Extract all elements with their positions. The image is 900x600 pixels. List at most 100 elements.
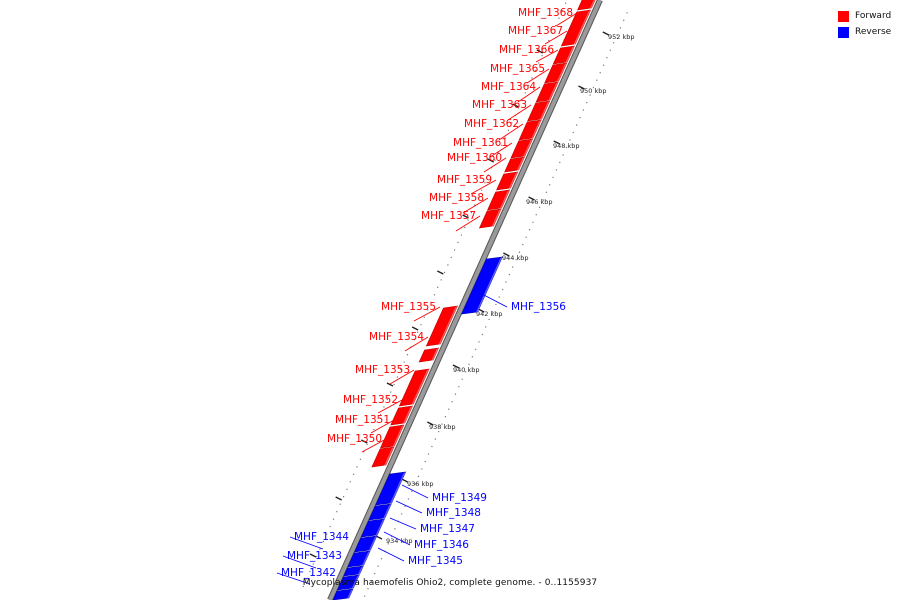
scale-tick-label: 940 kbp xyxy=(453,366,480,374)
scale-tick xyxy=(528,196,535,201)
gene-label-mhf-1366[interactable]: MHF_1366 xyxy=(499,44,554,56)
gene-label-mhf-1359[interactable]: MHF_1359 xyxy=(437,174,492,186)
gene-feature-mhf-1360[interactable] xyxy=(504,156,526,173)
gene-feature-highlight xyxy=(548,82,559,101)
gene-feature-highlight xyxy=(402,406,413,424)
scale-tick xyxy=(375,535,383,540)
label-leader-line xyxy=(395,500,423,514)
scale-tick xyxy=(553,140,561,145)
gene-feature-highlight xyxy=(565,46,575,63)
scale-tick-label: 950 kbp xyxy=(580,87,607,95)
gene-feature-mhf-1365[interactable] xyxy=(544,62,568,84)
label-leader-line xyxy=(498,123,524,141)
gene-label-mhf-1358[interactable]: MHF_1358 xyxy=(429,192,484,204)
gene-label-mhf-1343[interactable]: MHF_1343 xyxy=(287,550,342,562)
label-leader-line xyxy=(517,86,541,103)
gene-feature-mhf-1345[interactable] xyxy=(347,550,371,568)
label-leader-line xyxy=(526,68,550,84)
gene-feature-mhf-1357[interactable] xyxy=(478,208,502,229)
gene-feature-mhf-1342[interactable] xyxy=(332,588,354,600)
gene-feature-mhf-1354[interactable] xyxy=(418,347,440,363)
gene-feature-mhf-1355[interactable] xyxy=(425,305,458,347)
reverse-swatch xyxy=(838,26,849,38)
label-leader-line xyxy=(361,438,387,453)
gene-label-mhf-1347[interactable]: MHF_1347 xyxy=(420,523,475,535)
gene-feature-mhf-1366[interactable] xyxy=(552,45,575,65)
gene-feature-mhf-1358[interactable] xyxy=(487,189,511,211)
scale-tick-label: 944 kbp xyxy=(502,254,529,262)
gene-label-mhf-1349[interactable]: MHF_1349 xyxy=(432,492,487,504)
gene-label-mhf-1365[interactable]: MHF_1365 xyxy=(490,63,545,75)
gene-label-mhf-1362[interactable]: MHF_1362 xyxy=(464,118,519,130)
gene-label-mhf-1360[interactable]: MHF_1360 xyxy=(447,152,502,164)
label-leader-line xyxy=(507,104,532,121)
gene-feature-mhf-1352[interactable] xyxy=(390,405,413,426)
label-leader-line xyxy=(479,292,508,308)
gene-label-mhf-1342[interactable]: MHF_1342 xyxy=(281,567,336,579)
label-leader-line xyxy=(377,399,403,414)
gene-label-mhf-1354[interactable]: MHF_1354 xyxy=(369,331,424,343)
scale-tick-minor xyxy=(437,270,444,275)
gene-label-mhf-1346[interactable]: MHF_1346 xyxy=(414,539,469,551)
gene-label-mhf-1352[interactable]: MHF_1352 xyxy=(343,394,398,406)
gene-feature-highlight xyxy=(573,10,591,45)
gene-feature-mhf-1347[interactable] xyxy=(360,518,385,538)
gene-feature-highlight xyxy=(491,209,502,227)
gene-label-mhf-1356[interactable]: MHF_1356 xyxy=(511,301,566,313)
scale-tick-minor xyxy=(386,382,394,387)
gene-feature-mhf-1356[interactable] xyxy=(461,256,503,315)
gene-label-mhf-1364[interactable]: MHF_1364 xyxy=(481,81,536,93)
gene-feature-mhf-1367[interactable] xyxy=(560,9,592,47)
gene-label-mhf-1348[interactable]: MHF_1348 xyxy=(426,507,481,519)
gene-label-mhf-1363[interactable]: MHF_1363 xyxy=(472,99,527,111)
gene-feature-mhf-1364[interactable] xyxy=(535,81,559,103)
gene-label-mhf-1368[interactable]: MHF_1368 xyxy=(518,7,573,19)
legend-item-forward: Forward xyxy=(838,8,891,24)
gene-feature-mhf-1348[interactable] xyxy=(368,503,392,521)
genome-caption: Mycoplasma haemofelis Ohio2, complete ge… xyxy=(302,578,598,588)
gene-label-mhf-1353[interactable]: MHF_1353 xyxy=(355,364,410,376)
gene-label-mhf-1351[interactable]: MHF_1351 xyxy=(335,414,390,426)
gene-feature-mhf-1343[interactable] xyxy=(336,574,360,591)
label-leader-line xyxy=(377,547,405,562)
scale-tick-minor xyxy=(512,103,519,108)
scale-tick-label: 936 kbp xyxy=(407,480,434,488)
gene-feature-mhf-1361[interactable] xyxy=(510,138,534,159)
label-leader-line xyxy=(276,572,311,585)
label-leader-line xyxy=(555,12,578,27)
gene-feature-mhf-1346[interactable] xyxy=(354,535,378,553)
scale-tick-label: 934 kbp xyxy=(386,537,413,545)
gene-feature-mhf-1351[interactable] xyxy=(379,424,405,449)
gene-feature-highlight xyxy=(438,306,458,345)
gene-feature-mhf-1344[interactable] xyxy=(343,565,364,577)
scale-ticks: 952 kbp 950 kbp 948 kbp 946 kbp 944 kbp 942 k… xyxy=(309,31,635,558)
label-leader-line xyxy=(455,215,481,232)
label-leader-line xyxy=(383,531,411,546)
gene-label-mhf-1361[interactable]: MHF_1361 xyxy=(453,137,508,149)
gene-feature-mhf-1363[interactable] xyxy=(527,100,551,122)
gene-feature-mhf-1350[interactable] xyxy=(371,446,395,468)
gene-feature-mhf-1368[interactable] xyxy=(577,0,597,11)
scale-tick-label: 952 kbp xyxy=(608,33,635,41)
gene-label-mhf-1344[interactable]: MHF_1344 xyxy=(294,531,349,543)
gene-label-mhf-1355[interactable]: MHF_1355 xyxy=(381,301,436,313)
scale-tick xyxy=(452,364,460,369)
scale-tick-minor xyxy=(487,158,495,163)
label-leader-line xyxy=(462,197,489,214)
scale-tick xyxy=(477,308,485,313)
gene-feature-highlight xyxy=(375,519,385,536)
label-leader-lines xyxy=(276,12,578,585)
gene-label-mhf-1357[interactable]: MHF_1357 xyxy=(421,210,476,222)
gene-feature-mhf-1349[interactable] xyxy=(375,471,407,506)
legend-forward-label: Forward xyxy=(855,11,892,21)
gene-feature-mhf-1359[interactable] xyxy=(496,171,519,191)
gene-label-mhf-1367[interactable]: MHF_1367 xyxy=(508,25,563,37)
gene-label-mhf-1345[interactable]: MHF_1345 xyxy=(408,555,463,567)
scale-tick-minor xyxy=(411,326,419,331)
gene-feature-mhf-1362[interactable] xyxy=(518,119,542,141)
dotted-guide-lines xyxy=(302,0,628,600)
gene-feature-mhf-1353[interactable] xyxy=(398,368,430,407)
gene-label-mhf-1350[interactable]: MHF_1350 xyxy=(327,433,382,445)
gene-feature-highlight xyxy=(508,172,518,189)
